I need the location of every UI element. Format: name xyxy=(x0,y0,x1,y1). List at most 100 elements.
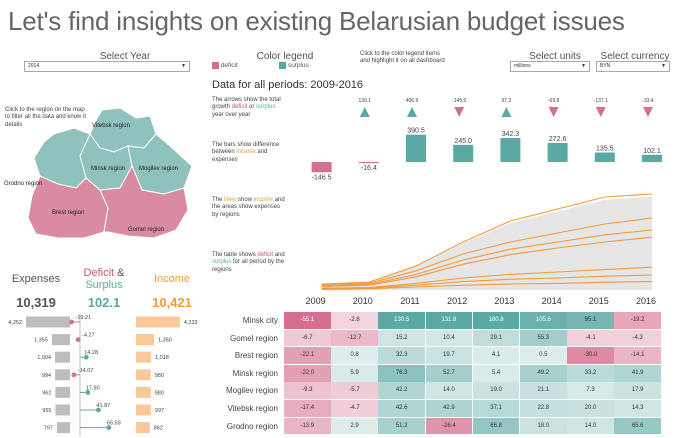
table-region-label[interactable]: Grodno region xyxy=(226,421,278,431)
table-cell[interactable]: 66.8 xyxy=(472,417,520,435)
income-bar[interactable] xyxy=(136,404,151,416)
table-cell[interactable]: 15.2 xyxy=(378,329,425,347)
table-region-label[interactable]: Mogilev region xyxy=(225,386,278,396)
region-breakdown[interactable]: 4,252 4,233 -19.21 1,355 1,350 -4.27 1,004 1,01… xyxy=(0,312,212,438)
table-cell[interactable]: 180.8 xyxy=(472,312,520,329)
table-region-label[interactable]: Minsk city xyxy=(242,316,278,325)
diff-lollipop-dot[interactable] xyxy=(96,407,101,413)
expenses-bar[interactable] xyxy=(56,422,70,434)
table-region-label[interactable]: Gomel region xyxy=(229,333,278,343)
expenses-bar[interactable] xyxy=(26,316,70,328)
income-line[interactable] xyxy=(321,229,653,287)
table-cell[interactable]: -22.0 xyxy=(284,364,331,382)
income-line[interactable] xyxy=(321,236,653,287)
table-row[interactable]: -22.0 5.9 76.3 52.7 5.4 49.2 33.2 41.9 xyxy=(284,364,661,383)
difference-bar[interactable] xyxy=(453,144,474,162)
table-cell[interactable]: 22.8 xyxy=(520,400,567,417)
table-cell[interactable]: -19.2 xyxy=(614,312,661,329)
table-row[interactable]: -6.7 -12.7 15.2 10.4 29.1 55.3 -4.1 -4.3 xyxy=(284,329,661,348)
table-cell[interactable]: -55.1 xyxy=(284,312,331,329)
table-cell[interactable]: 14.0 xyxy=(567,417,614,435)
table-cell[interactable]: 42.9 xyxy=(425,400,473,417)
diff-lollipop-dot[interactable] xyxy=(83,354,89,360)
table-cell[interactable]: -30.0 xyxy=(567,347,614,364)
legend-surplus-item[interactable]: surplus xyxy=(279,62,309,69)
belarus-map[interactable] xyxy=(24,106,204,246)
difference-bar[interactable] xyxy=(500,138,521,162)
table-cell[interactable]: 95.1 xyxy=(567,312,614,329)
table-cell[interactable]: -4.7 xyxy=(331,400,378,417)
table-cell[interactable]: 105.6 xyxy=(520,312,567,329)
units-select[interactable]: millions ▼ xyxy=(510,61,590,72)
currency-select[interactable]: BYN ▼ xyxy=(596,61,670,72)
table-cell[interactable]: 7.3 xyxy=(567,382,614,400)
income-bar[interactable] xyxy=(136,369,151,381)
table-cell[interactable]: 0.5 xyxy=(520,347,567,364)
table-cell[interactable]: -13.9 xyxy=(284,417,331,435)
difference-bar[interactable] xyxy=(594,152,615,162)
breakdown-chart[interactable]: 4,252 4,233 -19.21 1,355 1,350 -4.27 1,004 1,01… xyxy=(0,312,212,438)
table-cell[interactable]: 65.6 xyxy=(614,417,661,435)
table-cell[interactable]: 19.7 xyxy=(425,347,473,364)
table-cell[interactable]: 32.3 xyxy=(378,347,425,364)
table-cell[interactable]: -17.4 xyxy=(284,400,331,417)
table-row[interactable]: -17.4 -4.7 42.6 42.9 37.1 22.8 20.0 14.3 xyxy=(284,400,661,418)
table-cell[interactable]: 29.1 xyxy=(472,329,520,347)
difference-bar[interactable] xyxy=(547,142,568,162)
legend-deficit-item[interactable]: deficit xyxy=(212,62,238,69)
income-line[interactable] xyxy=(321,266,653,289)
table-cell[interactable]: 52.7 xyxy=(425,364,473,382)
table-cell[interactable]: 10.4 xyxy=(425,329,473,347)
table-cell[interactable]: 42.2 xyxy=(378,382,425,400)
income-expenses-line-chart[interactable] xyxy=(292,188,670,296)
table-cell[interactable]: 17.9 xyxy=(614,382,661,400)
difference-bar[interactable] xyxy=(406,134,426,162)
diff-lollipop-dot[interactable] xyxy=(75,337,81,342)
table-cell[interactable]: -4.1 xyxy=(567,329,614,347)
expenses-bar[interactable] xyxy=(55,404,70,416)
income-line[interactable] xyxy=(321,193,653,285)
table-row[interactable]: -13.9 2.9 51.2 -26.4 66.8 18.0 14.0 65.6 xyxy=(284,417,661,436)
table-cell[interactable]: 37.1 xyxy=(472,400,520,417)
difference-bar[interactable] xyxy=(311,162,332,173)
table-cell[interactable]: 76.3 xyxy=(378,364,425,382)
table-cell[interactable]: 51.2 xyxy=(378,417,425,435)
table-cell[interactable]: -14.1 xyxy=(614,347,661,364)
table-cell[interactable]: 5.4 xyxy=(472,364,520,382)
difference-bar[interactable] xyxy=(358,162,379,164)
table-cell[interactable]: 4.1 xyxy=(472,347,520,364)
diff-lollipop-dot[interactable] xyxy=(85,390,91,395)
table-region-label[interactable]: Minsk region xyxy=(232,368,278,378)
table-region-label[interactable]: Brest region xyxy=(234,351,278,361)
table-cell[interactable]: 14.3 xyxy=(614,400,661,417)
table-cell[interactable]: 14.0 xyxy=(425,382,473,400)
income-bar[interactable] xyxy=(136,351,152,363)
table-cell[interactable]: 130.5 xyxy=(378,312,425,329)
table-region-label[interactable]: Vitebsk region xyxy=(227,404,278,413)
table-cell[interactable]: 20.0 xyxy=(567,400,614,417)
difference-bar[interactable] xyxy=(642,154,662,162)
table-cell[interactable]: 131.8 xyxy=(425,312,473,329)
table-cell[interactable]: -6.7 xyxy=(284,329,331,347)
income-bar[interactable] xyxy=(136,334,155,346)
map-region-gomel[interactable] xyxy=(99,164,189,239)
table-cell[interactable]: 0.8 xyxy=(331,347,378,364)
table-cell[interactable]: 18.0 xyxy=(520,417,567,435)
expenses-bar[interactable] xyxy=(55,369,70,381)
table-cell[interactable]: -12.7 xyxy=(331,329,378,347)
table-cell[interactable]: 21.1 xyxy=(520,382,567,400)
table-cell[interactable]: 49.2 xyxy=(520,364,567,382)
income-line[interactable] xyxy=(321,274,653,290)
income-bar[interactable] xyxy=(136,386,151,398)
table-cell[interactable]: 19.0 xyxy=(472,382,520,400)
table-cell[interactable]: 5.9 xyxy=(331,364,378,382)
growth-bar-chart[interactable]: 130.1 406.9 -145.5 97.3 -69.8 -137.1 -33.4 -146… xyxy=(292,93,670,183)
table-cell[interactable]: -22.1 xyxy=(284,347,331,364)
table-cell[interactable]: -5.7 xyxy=(331,382,378,400)
table-row[interactable]: -55.1 -2.8 130.5 131.8 180.8 105.6 95.1 -19.2 xyxy=(284,312,661,330)
diff-lollipop-dot[interactable] xyxy=(106,425,112,430)
table-cell[interactable]: 2.9 xyxy=(331,417,378,435)
table-row[interactable]: -9.3 -5.7 42.2 14.0 19.0 21.1 7.3 17.9 xyxy=(284,382,661,400)
table-cell[interactable]: 33.2 xyxy=(567,364,614,382)
diff-lollipop-dot[interactable] xyxy=(71,372,77,378)
